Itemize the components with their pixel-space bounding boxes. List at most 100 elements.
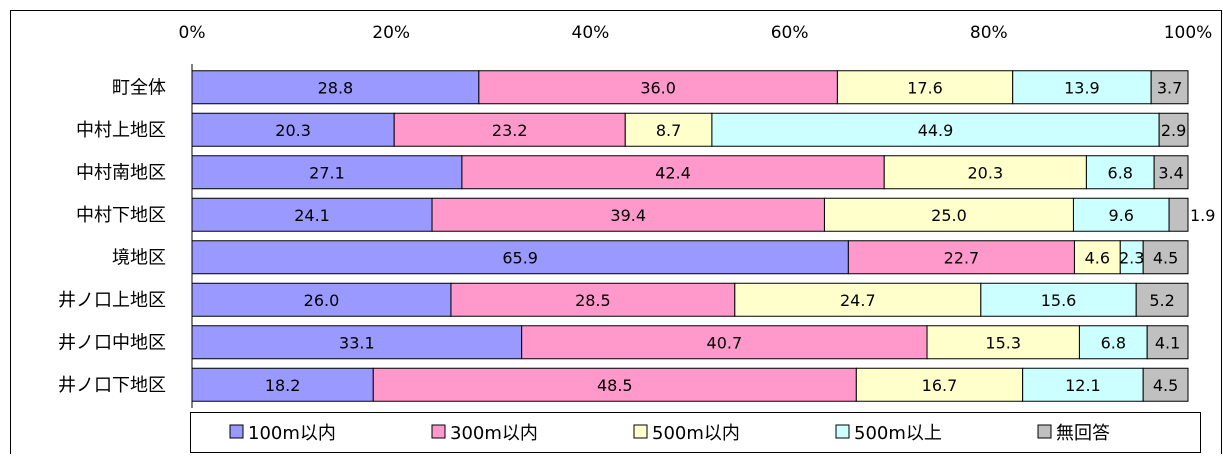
x-tick-label: 80% <box>970 23 1008 43</box>
legend-label: 300m以内 <box>450 423 538 444</box>
data-label: 48.5 <box>597 376 633 395</box>
data-label: 4.5 <box>1153 248 1178 267</box>
legend-label: 500m以内 <box>652 423 740 444</box>
data-label: 2.3 <box>1119 248 1144 267</box>
data-label: 17.6 <box>907 78 943 97</box>
bar-segment <box>1142 367 1189 402</box>
category-label: 町全体 <box>112 77 166 98</box>
bar-segment <box>980 282 1137 317</box>
bar-segment <box>372 367 857 402</box>
data-label: 4.1 <box>1155 333 1180 352</box>
data-label: 3.4 <box>1158 163 1183 182</box>
bar-segment <box>847 240 1075 275</box>
bar-segment <box>191 367 374 402</box>
category-label: 中村上地区 <box>76 120 166 141</box>
data-label: 18.2 <box>265 376 301 395</box>
bar-segment <box>450 282 736 317</box>
data-label: 36.0 <box>640 78 676 97</box>
bar-segment <box>191 240 849 275</box>
data-label: 3.7 <box>1157 78 1182 97</box>
bar-segment <box>1153 155 1189 190</box>
bar-segment <box>478 70 838 105</box>
data-label: 15.6 <box>1041 291 1077 310</box>
category-label: 中村南地区 <box>76 162 166 183</box>
bar-segment <box>1078 325 1148 360</box>
bar-segment <box>431 197 825 232</box>
data-label: 20.3 <box>968 163 1004 182</box>
data-label: 16.7 <box>922 376 958 395</box>
data-label: 33.1 <box>339 333 375 352</box>
bar-segment <box>1135 282 1189 317</box>
data-label: 15.3 <box>985 333 1021 352</box>
bar-segment <box>926 325 1080 360</box>
bar-segment <box>521 325 928 360</box>
bar-segment <box>1158 112 1189 147</box>
legend-swatch <box>1037 424 1052 439</box>
bar-segment <box>1168 197 1189 232</box>
bar-segment <box>1150 70 1189 105</box>
data-label: 20.3 <box>275 121 311 140</box>
data-label: 27.1 <box>309 163 345 182</box>
legend: 100m以内 300m以内 500m以内 500m以上 無回答 <box>190 412 1201 453</box>
bar-segment <box>191 325 523 360</box>
data-label: 13.9 <box>1064 78 1100 97</box>
category-label: 中村下地区 <box>76 205 166 226</box>
bar-segment <box>191 70 480 105</box>
plot-area: 0% 20% 40% 60% 80% 100% 町全体 28.8 36.0 17.6 13.9 3.7… <box>58 23 1215 408</box>
data-label: 26.0 <box>304 291 340 310</box>
data-label: 40.7 <box>707 333 743 352</box>
data-label: 24.1 <box>294 206 330 225</box>
data-label: 8.7 <box>656 121 681 140</box>
category-label: 境地区 <box>112 247 166 268</box>
bar-segment <box>823 197 1074 232</box>
data-label: 28.8 <box>318 78 354 97</box>
data-label: 23.2 <box>492 121 528 140</box>
bar-segment <box>1022 367 1144 402</box>
data-label: 9.6 <box>1109 206 1134 225</box>
bar-segment <box>393 112 626 147</box>
legend-swatch <box>229 424 244 439</box>
bar-segment <box>1146 325 1189 360</box>
data-label: 12.1 <box>1065 376 1101 395</box>
x-tick-label: 0% <box>179 23 206 43</box>
category-label: 井ノ口上地区 <box>58 290 166 311</box>
data-label: 24.7 <box>840 291 876 310</box>
x-tick-label: 20% <box>372 23 410 43</box>
data-label: 4.6 <box>1085 248 1110 267</box>
data-label: 42.4 <box>655 163 691 182</box>
bar-segment <box>191 155 463 190</box>
bar-segment <box>711 112 1160 147</box>
data-label: 5.2 <box>1149 291 1174 310</box>
data-label: 22.7 <box>944 248 980 267</box>
legend-swatch <box>835 424 850 439</box>
x-tick-label: 60% <box>771 23 809 43</box>
bar-segment <box>1142 240 1189 275</box>
legend-label: 無回答 <box>1056 423 1110 444</box>
data-label: 4.5 <box>1153 376 1178 395</box>
data-label: 6.8 <box>1101 333 1126 352</box>
legend-label: 500m以上 <box>854 423 942 444</box>
bar-segment <box>191 282 452 317</box>
bar-segment <box>883 155 1087 190</box>
data-label: 44.9 <box>918 121 954 140</box>
legend-box <box>190 412 1201 453</box>
x-tick-label: 100% <box>1164 23 1213 43</box>
bar-segment <box>191 197 433 232</box>
legend-swatch <box>431 424 446 439</box>
data-label: 1.9 <box>1190 206 1215 225</box>
data-label: 6.8 <box>1108 163 1133 182</box>
category-label: 井ノ口中地区 <box>58 332 166 353</box>
bar-segment <box>191 112 395 147</box>
bar-segment <box>1073 240 1121 275</box>
bar-segment <box>734 282 982 317</box>
x-tick-label: 40% <box>572 23 610 43</box>
category-label: 井ノ口下地区 <box>58 375 166 396</box>
bar-segment <box>1072 197 1170 232</box>
legend-swatch <box>633 424 648 439</box>
data-label: 25.0 <box>931 206 967 225</box>
data-label: 39.4 <box>610 206 646 225</box>
legend-label: 100m以内 <box>248 423 336 444</box>
data-label: 65.9 <box>502 248 538 267</box>
